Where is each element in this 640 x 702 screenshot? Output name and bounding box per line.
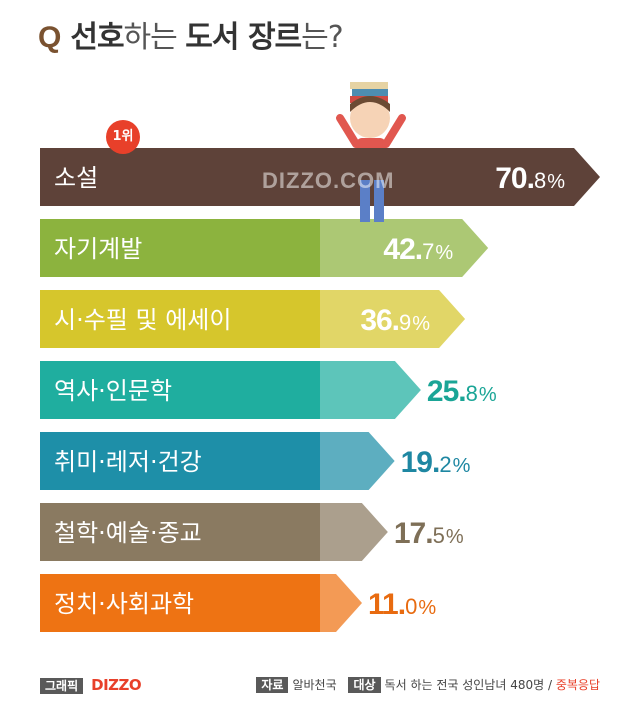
bar-category-label: 정치·사회과학 (54, 590, 194, 618)
bar-category-label: 시·수필 및 에세이 (54, 306, 231, 334)
bar-arrow (320, 361, 421, 419)
bar-value-label: 36.9% (360, 304, 430, 337)
bar-arrow (320, 148, 600, 206)
target-tag: 대상 (348, 677, 381, 693)
bar-label-block (40, 290, 320, 348)
source-info: 자료 알바천국 대상 독서 하는 전국 성인남녀 480명 / 중복응답 (256, 676, 600, 693)
title-part-2: 하는 (123, 20, 186, 55)
bar-value-label: 19.2% (401, 446, 471, 479)
bar-arrow (320, 503, 388, 561)
bar-arrow (320, 574, 362, 632)
watermark: DIZZO.COM (262, 168, 395, 193)
bar-label-block (40, 432, 320, 490)
footer: 그래픽 DIZZO 자료 알바천국 대상 독서 하는 전국 성인남녀 480명 / 중… (40, 676, 620, 694)
bar-label-block (40, 503, 320, 561)
bar-label-block (40, 361, 320, 419)
bar-category-label: 자기계발 (54, 235, 142, 263)
bar-label-block (40, 574, 320, 632)
bar-arrow (320, 432, 395, 490)
title-part-4: 는? (301, 20, 344, 55)
bar-label-block (40, 219, 320, 277)
title-part-3: 도서 장르 (185, 20, 302, 55)
reader-legs (360, 180, 384, 222)
bar-category-label: 취미·레저·건강 (54, 448, 202, 476)
question-mark-label: Q (38, 21, 61, 54)
bar-value-label: 17.5% (394, 517, 464, 550)
graphic-tag: 그래픽 (40, 678, 84, 694)
source-text: 알바천국 (292, 678, 337, 692)
page-title: Q 선호하는 도서 장르는? (38, 12, 344, 56)
bar-category-label: 역사·인문학 (54, 377, 172, 405)
bar-value-label: 70.8% (495, 162, 565, 195)
source-tag: 자료 (256, 677, 289, 693)
title-part-1: 선호 (70, 20, 124, 55)
multi-response-note: 중복응답 (555, 678, 600, 692)
bar-arrow (320, 290, 466, 348)
bar-value-label: 42.7% (383, 233, 453, 266)
bar-category-label: 철학·예술·종교 (54, 519, 202, 547)
bar-label-block (40, 148, 320, 206)
target-text: 독서 하는 전국 성인남녀 480명 / (384, 678, 556, 692)
bar-category-label: 소설 (54, 164, 98, 192)
rank-badge: 1위 (106, 120, 140, 154)
bar-value-label: 25.8% (427, 375, 497, 408)
dizzo-logo: DIZZO (91, 676, 142, 694)
bar-value-label: 11.0% (368, 588, 436, 621)
bar-arrow (320, 219, 489, 277)
